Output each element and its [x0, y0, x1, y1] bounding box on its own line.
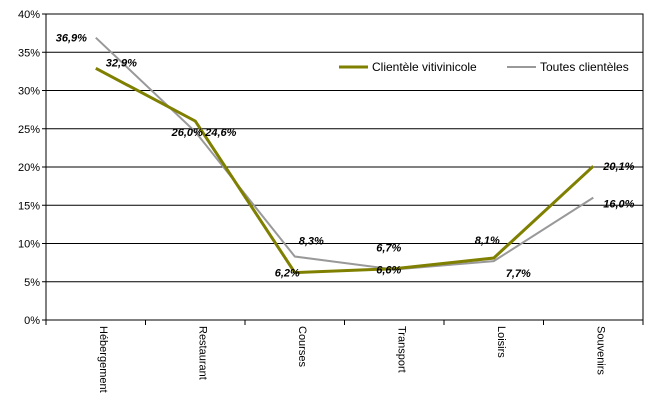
x-axis-ticks: Hébergement Restaurant Courses Transport Loi… — [45, 320, 644, 393]
data-label: 20,1% — [602, 161, 634, 173]
legend-label: Clientèle vitivinicole — [372, 60, 477, 74]
data-label: 6,2% — [275, 268, 300, 280]
x-tick-label: Loisirs — [495, 326, 507, 358]
y-tick-label: 30% — [18, 86, 40, 98]
data-label: 16,0% — [603, 199, 634, 211]
legend: Clientèle vitivinicole Toutes clientèles — [339, 60, 629, 74]
y-tick-label: 10% — [18, 239, 40, 251]
y-tick-label: 15% — [18, 200, 40, 212]
y-tick-label: 25% — [18, 124, 40, 136]
x-tick-label: Transport — [395, 326, 407, 373]
data-labels: 32,9% 26,0% 6,2% 6,7% 8,1% 20,1% 36,9% 24,6% 8,3… — [56, 33, 635, 280]
x-tick-label: Hébergement — [97, 326, 109, 393]
y-tick-label: 40% — [18, 9, 40, 21]
series-line-1 — [95, 66, 595, 275]
x-tick-label: Souvenirs — [594, 326, 606, 375]
data-label: 8,1% — [475, 235, 500, 247]
y-tick-label: 35% — [18, 47, 40, 59]
series-line-2 — [95, 36, 594, 271]
y-tick-label: 5% — [24, 277, 40, 289]
y-tick-label: 20% — [18, 162, 40, 174]
data-label: 6,6% — [376, 265, 401, 277]
x-tick-label: Courses — [296, 326, 308, 367]
legend-label: Toutes clientèles — [540, 60, 629, 74]
y-axis-ticks: 0% 5% 10% 15% 20% 25% 30% 35% 40% — [18, 9, 46, 327]
y-tick-label: 0% — [24, 315, 40, 327]
data-label: 7,7% — [506, 268, 531, 280]
data-label: 32,9% — [106, 57, 137, 69]
x-tick-label: Restaurant — [196, 326, 208, 380]
series-lines — [95, 36, 595, 275]
data-label: 8,3% — [299, 236, 324, 248]
data-label: 26,0% — [171, 127, 203, 139]
data-label: 6,7% — [376, 243, 401, 255]
data-label: 36,9% — [56, 33, 87, 45]
data-label: 24,6% — [204, 127, 236, 139]
